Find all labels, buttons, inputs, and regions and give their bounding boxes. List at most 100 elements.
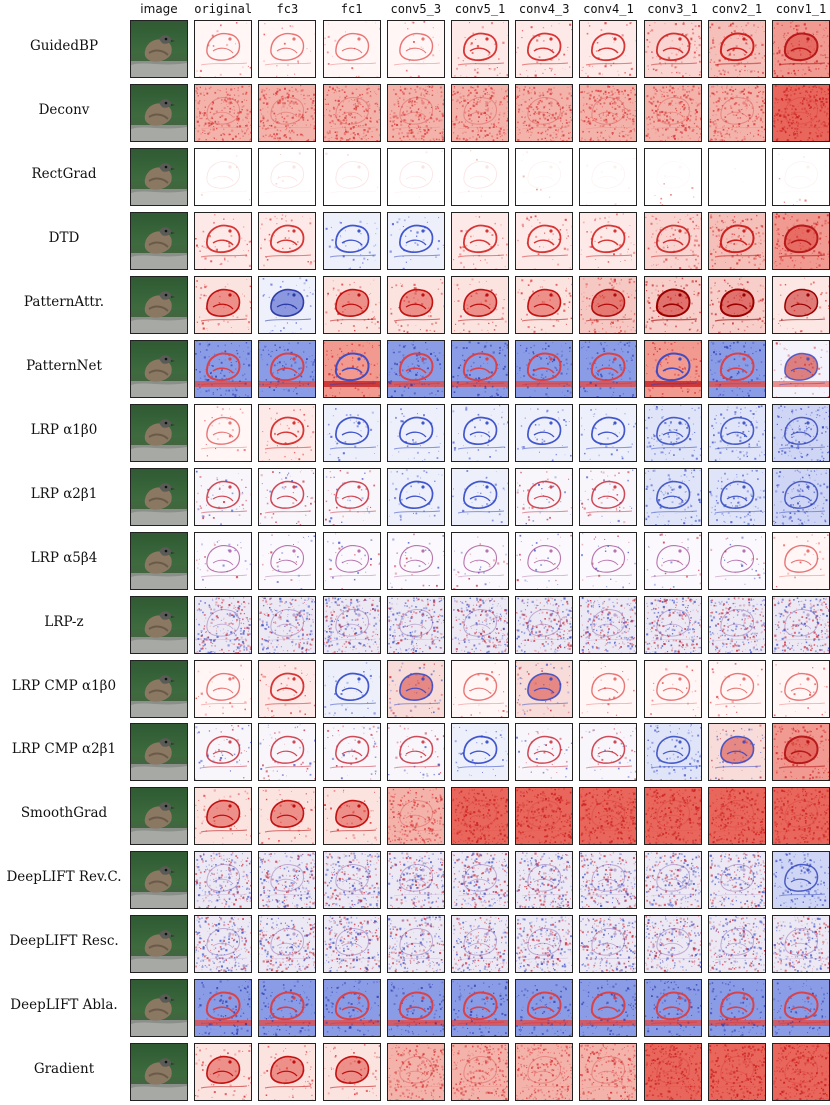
row-label-6: LRP α1β0: [0, 422, 128, 438]
attribution-map-tile: [386, 851, 445, 910]
attribution-map-tile: [451, 531, 509, 590]
attribution-map-tile: [386, 1043, 445, 1102]
attribution-map-tile: [772, 851, 830, 910]
attribution-map-tile: [772, 723, 830, 782]
attribution-map-tile: [386, 787, 445, 846]
attribution-map-tile: [386, 723, 445, 782]
attribution-map-tile: [258, 83, 317, 142]
attribution-map-tile: [386, 595, 445, 654]
attribution-map-tile: [451, 659, 509, 718]
input-image-thumbnail: [130, 211, 188, 270]
attribution-map-tile: [515, 83, 574, 142]
attribution-map-tile: [772, 467, 830, 526]
row-label-0: GuidedBP: [0, 38, 128, 54]
attribution-map-tile: [707, 659, 766, 718]
attribution-map-tile: [643, 851, 702, 910]
attribution-map-tile: [643, 211, 702, 270]
attribution-map-tile: [322, 20, 381, 78]
attribution-map-tile: [515, 659, 574, 718]
attribution-map-tile: [258, 467, 317, 526]
attribution-map-tile: [386, 979, 445, 1038]
attribution-map-tile: [707, 915, 766, 974]
row-label-14: DeepLIFT Resc.: [0, 933, 128, 949]
attribution-map-tile: [515, 595, 574, 654]
attribution-map-tile: [579, 595, 638, 654]
column-header-original: original: [193, 2, 253, 16]
attribution-map-tile: [643, 1043, 702, 1102]
attribution-map-tile: [322, 467, 381, 526]
input-image-thumbnail: [130, 531, 188, 590]
attribution-map-tile: [772, 211, 830, 270]
attribution-map-tile: [579, 83, 638, 142]
attribution-map-tile: [258, 915, 317, 974]
attribution-map-tile: [579, 211, 638, 270]
attribution-map-tile: [515, 979, 574, 1038]
attribution-map-tile: [322, 147, 381, 206]
attribution-map-tile: [643, 979, 702, 1038]
attribution-map-tile: [451, 147, 509, 206]
attribution-map-tile: [451, 1043, 509, 1102]
input-image-thumbnail: [130, 275, 188, 334]
attribution-map-tile: [258, 659, 317, 718]
attribution-map-tile: [451, 787, 509, 846]
attribution-map-tile: [579, 979, 638, 1038]
attribution-map-tile: [386, 531, 445, 590]
row-label-3: DTD: [0, 230, 128, 246]
attribution-map-tile: [322, 659, 381, 718]
input-image-thumbnail: [130, 595, 188, 654]
input-image-thumbnail: [130, 20, 188, 78]
attribution-map-tile: [322, 339, 381, 398]
attribution-map-tile: [643, 275, 702, 334]
column-header-conv2-1: conv2_1: [707, 2, 767, 16]
attribution-map-tile: [194, 147, 253, 206]
attribution-map-tile: [386, 275, 445, 334]
attribution-map-tile: [579, 20, 638, 78]
attribution-map-tile: [579, 147, 638, 206]
attribution-map-tile: [386, 467, 445, 526]
row-label-2: RectGrad: [0, 166, 128, 182]
column-header-conv5-1: conv5_1: [450, 2, 510, 16]
attribution-map-tile: [258, 339, 317, 398]
attribution-map-tile: [707, 723, 766, 782]
column-header-conv4-1: conv4_1: [578, 2, 638, 16]
attribution-map-tile: [258, 147, 317, 206]
attribution-map-tile: [451, 851, 509, 910]
attribution-map-tile: [194, 1043, 253, 1102]
attribution-map-tile: [515, 531, 574, 590]
attribution-map-tile: [579, 723, 638, 782]
attribution-map-tile: [772, 595, 830, 654]
row-label-16: Gradient: [0, 1061, 128, 1077]
attribution-map-tile: [258, 275, 317, 334]
attribution-map-tile: [643, 339, 702, 398]
attribution-map-tile: [451, 915, 509, 974]
row-label-4: PatternAttr.: [0, 294, 128, 310]
input-image-thumbnail: [130, 147, 188, 206]
row-label-10: LRP CMP α1β0: [0, 678, 128, 694]
attribution-map-tile: [515, 20, 574, 78]
attribution-map-tile: [194, 531, 253, 590]
attribution-map-tile: [194, 20, 253, 78]
attribution-map-tile: [515, 211, 574, 270]
attribution-map-tile: [386, 83, 445, 142]
attribution-map-tile: [451, 211, 509, 270]
attribution-map-tile: [579, 659, 638, 718]
row-label-5: PatternNet: [0, 358, 128, 374]
attribution-map-tile: [258, 723, 317, 782]
attribution-map-tile: [643, 83, 702, 142]
attribution-map-tile: [515, 915, 574, 974]
input-image-thumbnail: [130, 723, 188, 782]
attribution-map-tile: [451, 403, 509, 462]
attribution-map-tile: [707, 211, 766, 270]
attribution-map-tile: [515, 723, 574, 782]
attribution-map-tile: [643, 403, 702, 462]
attribution-map-tile: [258, 851, 317, 910]
attribution-map-tile: [194, 467, 253, 526]
attribution-map-tile: [322, 851, 381, 910]
attribution-map-tile: [515, 851, 574, 910]
attribution-map-tile: [707, 979, 766, 1038]
attribution-map-tile: [643, 659, 702, 718]
attribution-map-tile: [707, 787, 766, 846]
attribution-map-tile: [515, 403, 574, 462]
attribution-map-tile: [322, 211, 381, 270]
attribution-map-tile: [707, 275, 766, 334]
